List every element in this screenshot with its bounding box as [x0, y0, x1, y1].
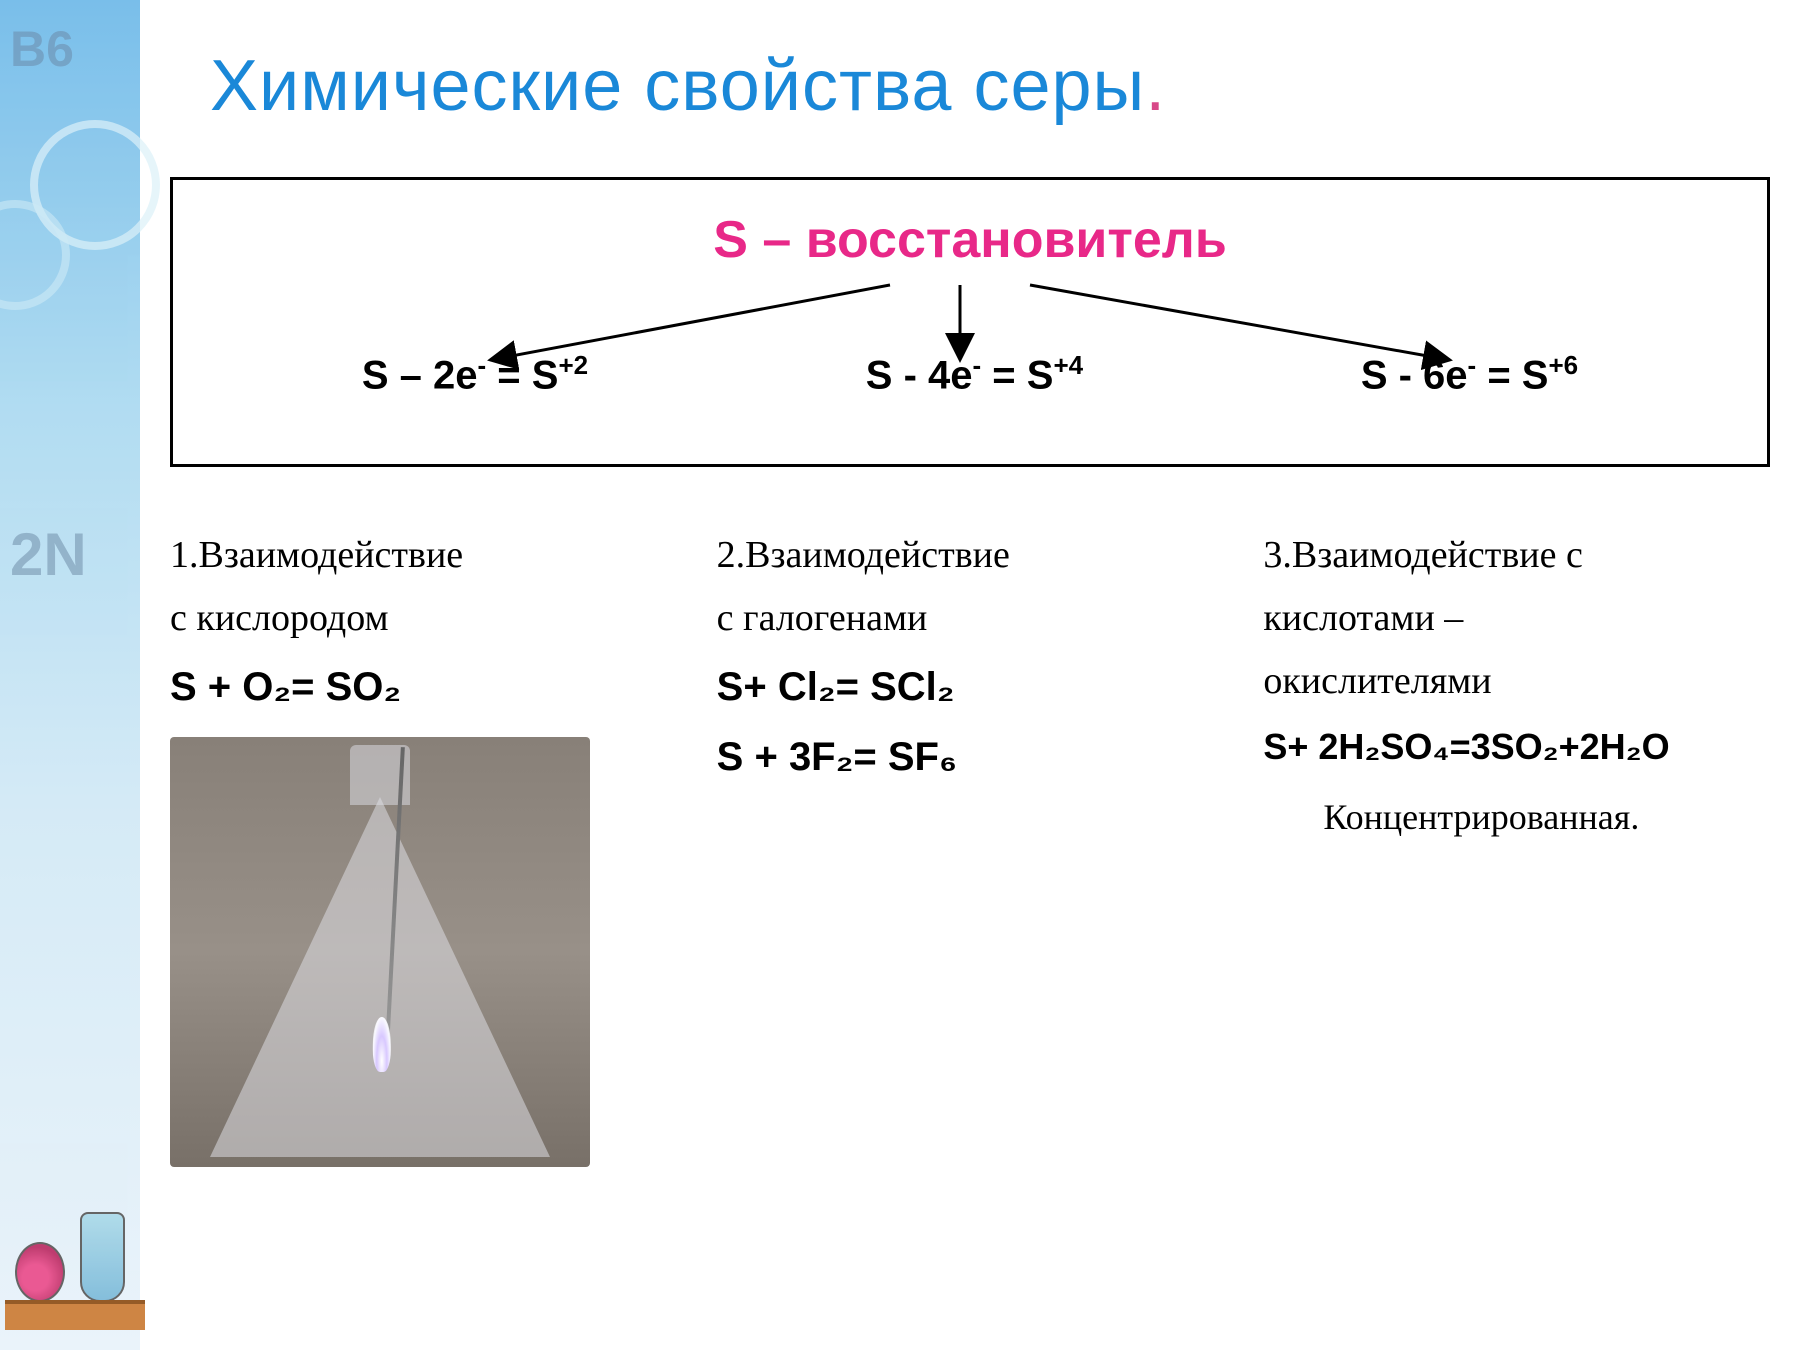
reducer-label: S – восстановитель: [193, 210, 1747, 270]
lab-table-icon: [5, 1300, 145, 1330]
col1-heading-l2: с кислородом: [170, 590, 677, 647]
col3-heading-l2: кислотами –: [1263, 590, 1770, 647]
sidebar-text-top: B6: [10, 20, 74, 78]
flask-cone: [210, 797, 550, 1157]
col1-equation-1: S + O₂= SO₂: [170, 657, 677, 717]
reaction-columns: 1.Взаимодействие с кислородом S + O₂= SO…: [150, 497, 1790, 1167]
arrows-svg-icon: [173, 280, 1767, 370]
title-text: Химические свойства серы: [210, 46, 1145, 126]
decorative-sidebar: B6 2N: [0, 0, 140, 1350]
col3-heading-l3: окислителями: [1263, 653, 1770, 710]
title-dot: .: [1145, 46, 1166, 126]
col1-heading-l1: 1.Взаимодействие: [170, 527, 677, 584]
branch-arrows: [173, 280, 1767, 370]
column-acids: 3.Взаимодействие с кислотами – окислител…: [1263, 527, 1770, 844]
col3-note: Концентрированная.: [1263, 790, 1770, 844]
sulfur-burning-photo: [170, 737, 590, 1167]
round-flask-icon: [15, 1242, 65, 1302]
flame-icon: [373, 1017, 391, 1072]
beaker-icon: [80, 1212, 125, 1302]
col2-heading-l1: 2.Взаимодействие: [717, 527, 1224, 584]
col3-heading-l1: 3.Взаимодействие с: [1263, 527, 1770, 584]
slide-content: Химические свойства серы. S – восстанови…: [150, 0, 1790, 1167]
labware-illustration: [5, 1150, 145, 1330]
col2-equation-1: S+ Cl₂= SCl₂: [717, 657, 1224, 717]
column-oxygen: 1.Взаимодействие с кислородом S + O₂= SO…: [170, 527, 677, 1167]
slide-title: Химические свойства серы.: [150, 0, 1790, 127]
col2-heading-l2: с галогенами: [717, 590, 1224, 647]
reducer-scheme-box: S – восстановитель S – 2e- = S+2 S - 4e-…: [170, 177, 1770, 467]
col2-equation-2: S + 3F₂= SF₆: [717, 727, 1224, 787]
column-halogens: 2.Взаимодействие с галогенами S+ Cl₂= SC…: [717, 527, 1224, 797]
sidebar-text-mid: 2N: [10, 520, 87, 589]
col3-equation-1: S+ 2H₂SO₄=3SO₂+2H₂O: [1263, 720, 1770, 774]
